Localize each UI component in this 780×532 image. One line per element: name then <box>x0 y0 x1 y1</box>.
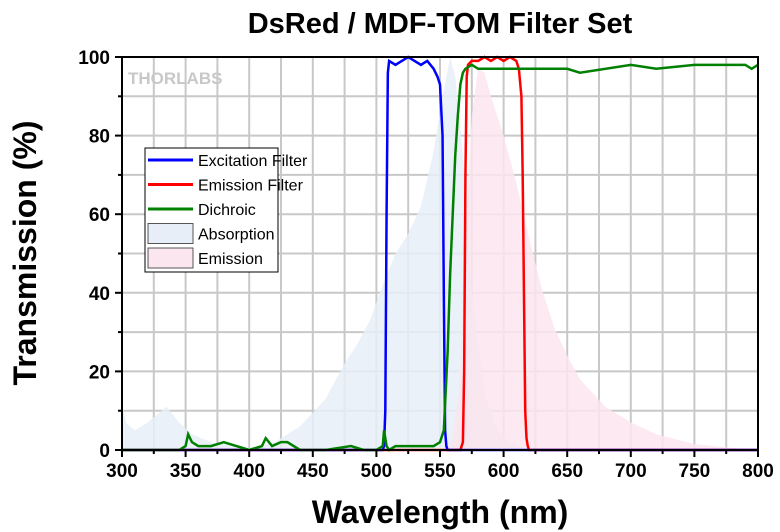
x-tick-label: 500 <box>361 461 393 482</box>
legend-swatch <box>147 223 194 244</box>
x-tick-label: 450 <box>297 461 329 482</box>
y-tick-label: 80 <box>89 127 110 148</box>
line-series <box>122 55 759 452</box>
line-excitation-filter <box>122 55 758 452</box>
legend: Excitation Filter Emission Filter Dichroic… <box>144 147 308 273</box>
line-emission-filter <box>122 55 758 452</box>
x-tick-label: 300 <box>106 461 138 482</box>
x-tick-label: 400 <box>233 461 265 482</box>
x-tick-label: 350 <box>170 461 202 482</box>
thorlabs-watermark: THORLABS <box>128 69 222 88</box>
legend-swatch <box>147 247 194 269</box>
x-tick-label: 750 <box>679 461 711 482</box>
x-axis-label: Wavelength (nm) <box>312 494 569 530</box>
x-tick-label: 550 <box>424 461 456 482</box>
x-tick-label: 600 <box>488 461 520 482</box>
area-absorption <box>122 57 758 450</box>
area-series <box>122 57 758 450</box>
x-tick-label: 700 <box>615 461 647 482</box>
line-dichroic <box>122 63 759 452</box>
legend-label: Absorption <box>198 227 275 244</box>
legend-label: Emission Filter <box>198 178 304 195</box>
y-tick-label: 100 <box>78 48 110 69</box>
legend-label: Excitation Filter <box>198 153 308 170</box>
x-tick-label: 650 <box>551 461 583 482</box>
y-tick-label: 20 <box>89 362 110 383</box>
legend-label: Emission <box>198 251 263 268</box>
legend-label: Dichroic <box>198 202 256 219</box>
y-tick-label: 40 <box>89 284 110 305</box>
y-tick-label: 60 <box>89 205 110 226</box>
chart-title: DsRed / MDF-TOM Filter Set <box>248 8 633 40</box>
y-tick-label: 0 <box>99 441 110 462</box>
ticks: 300 350 400 450 500 550 600 650 700 750 800 0 20 40 60… <box>78 48 774 482</box>
y-axis-label: Transmission (%) <box>7 121 43 386</box>
x-tick-label: 800 <box>742 461 774 482</box>
